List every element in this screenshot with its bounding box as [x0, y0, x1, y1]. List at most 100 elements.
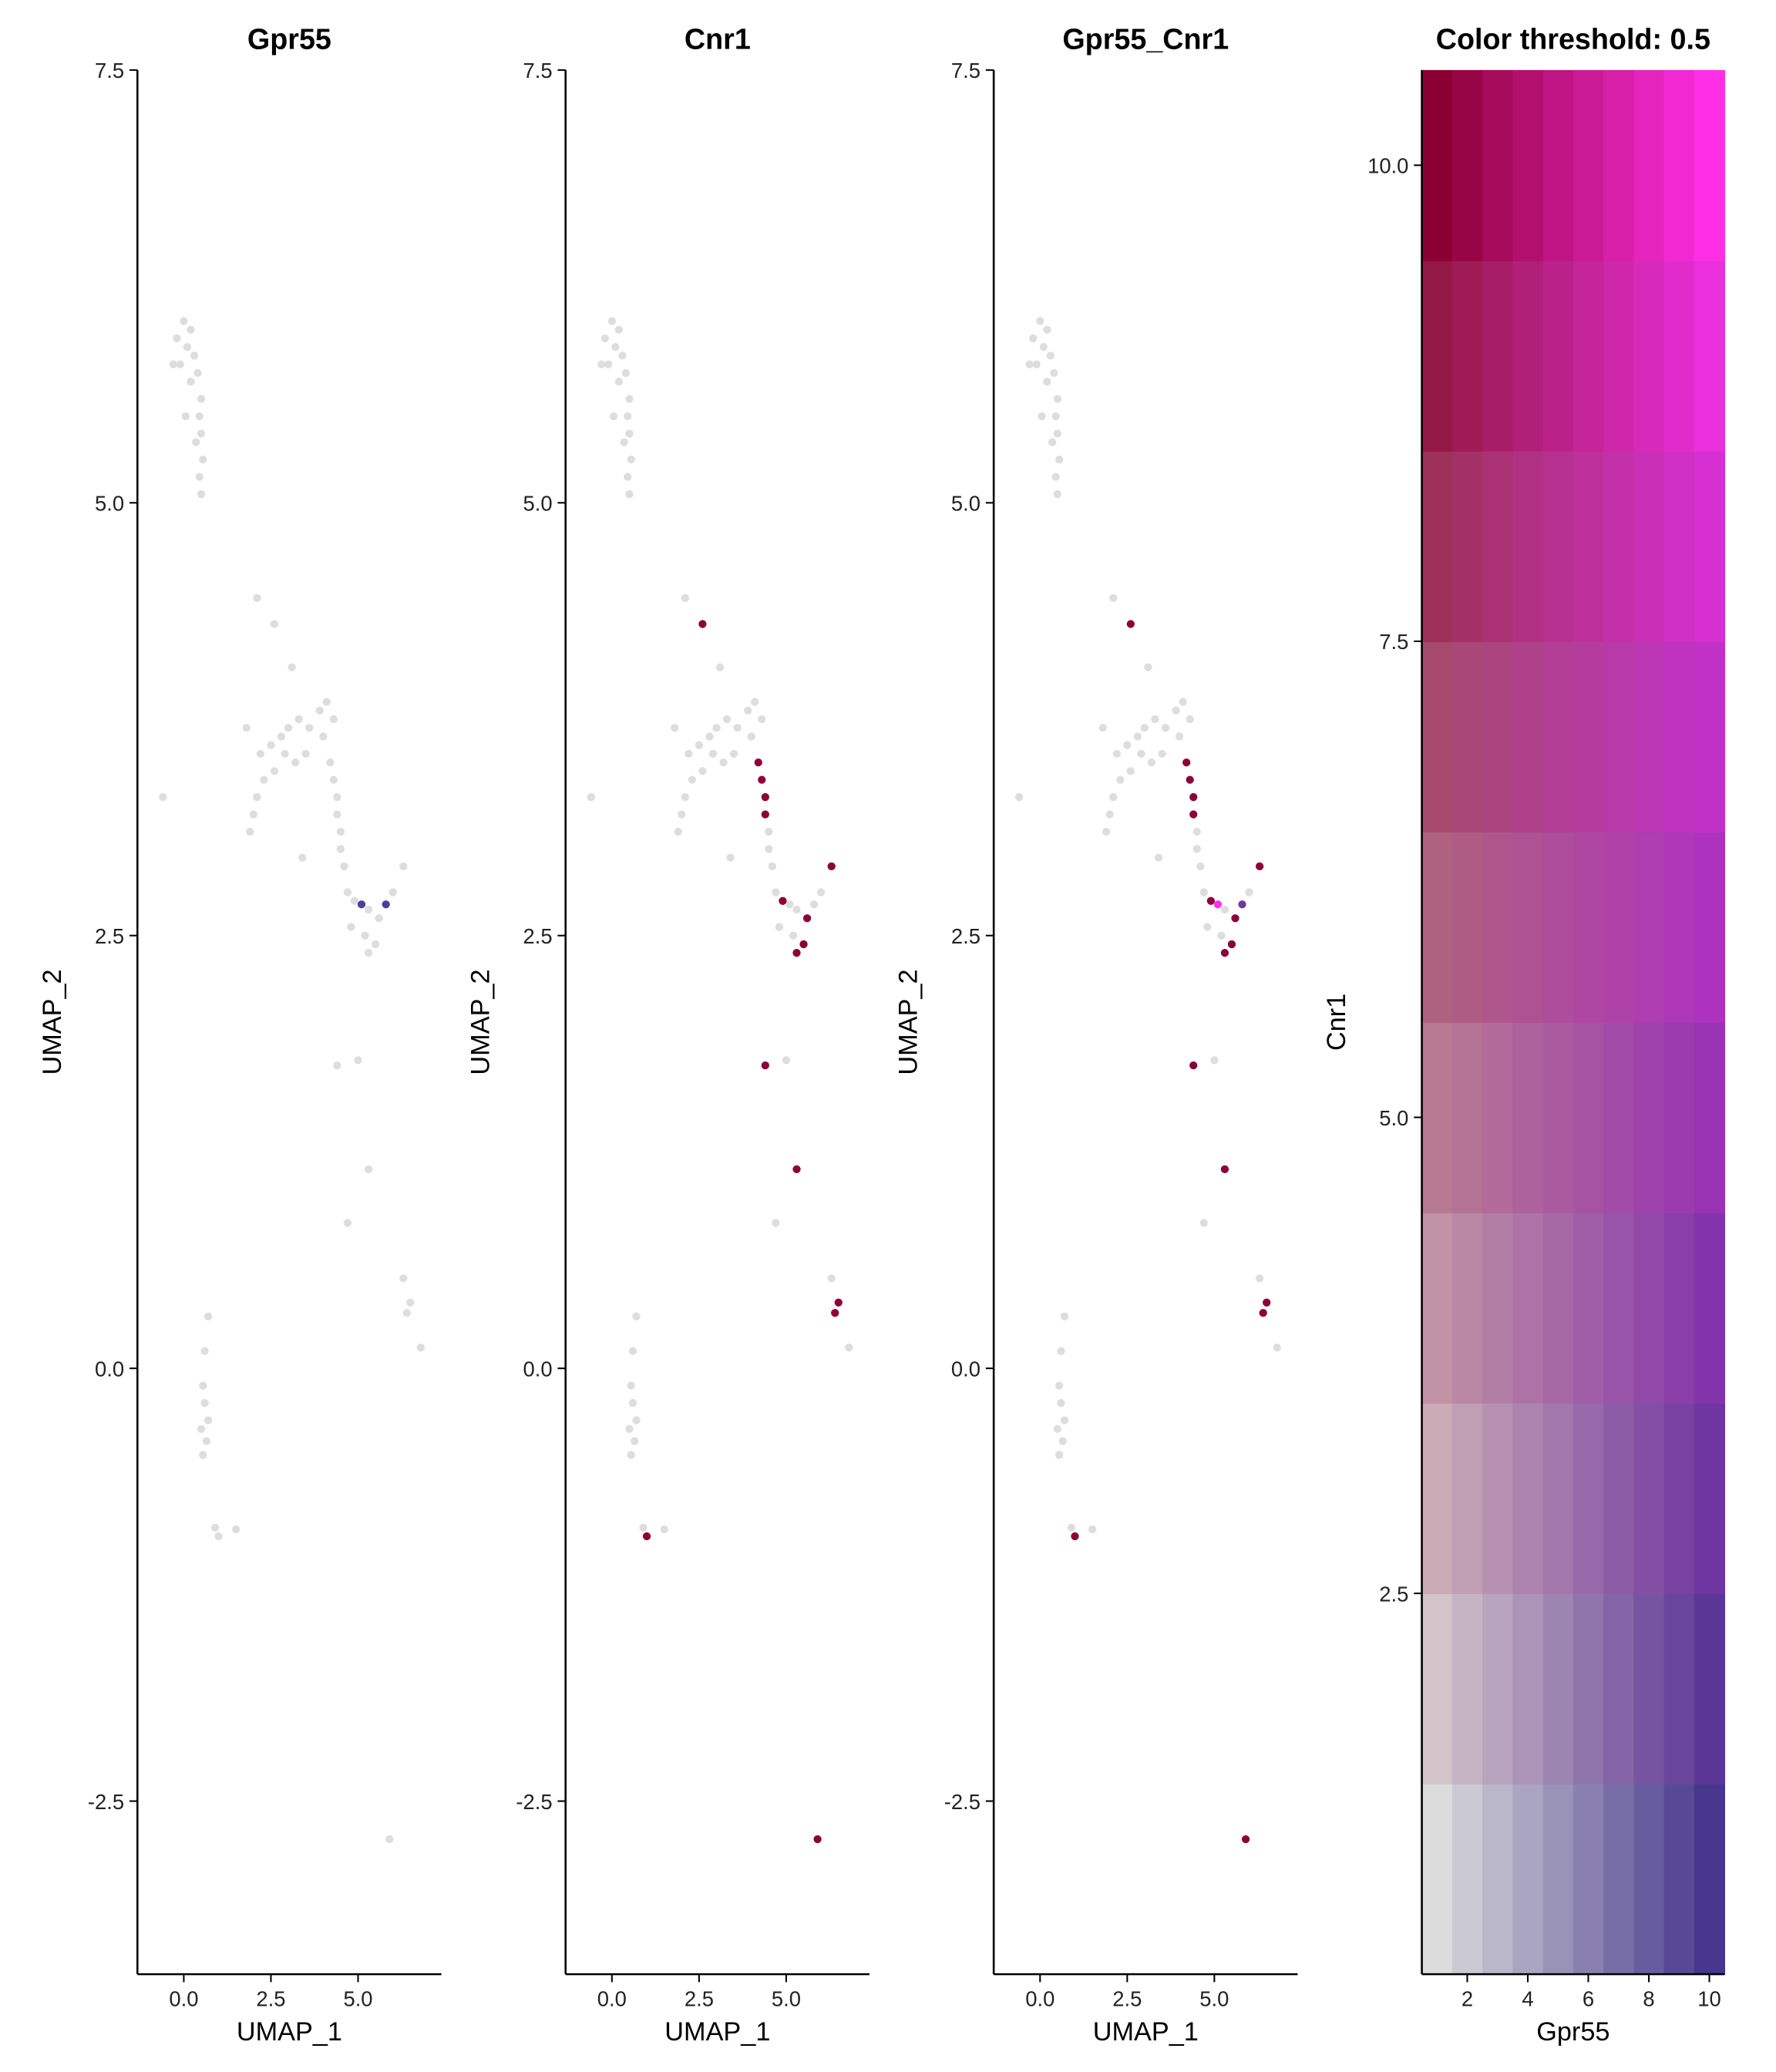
color-cell [1572, 69, 1604, 261]
point [604, 360, 613, 368]
color-cell [1542, 641, 1574, 832]
point [614, 377, 624, 386]
color-cell [1482, 1593, 1514, 1784]
point [1053, 489, 1062, 499]
point [627, 1381, 635, 1390]
color-cell [1633, 1593, 1665, 1784]
point [722, 715, 732, 724]
point [597, 360, 606, 368]
color-cell [1603, 260, 1635, 452]
point [1123, 741, 1132, 749]
point [726, 853, 735, 862]
point [789, 931, 798, 940]
color-cell [1572, 1022, 1604, 1213]
point [813, 1835, 822, 1844]
point [1238, 900, 1246, 909]
y-axis-label: UMAP_2 [894, 969, 923, 1075]
point [1189, 810, 1198, 819]
color-cell [1512, 641, 1544, 832]
point [1048, 438, 1057, 446]
point [1147, 758, 1156, 767]
point [719, 758, 728, 767]
y-axis-label: UMAP_2 [466, 969, 495, 1075]
color-cell [1633, 831, 1665, 1023]
y-tick-label: 7.5 [523, 59, 552, 82]
chart-title: Color threshold: 0.5 [1436, 22, 1710, 55]
point [371, 940, 380, 949]
point [1220, 905, 1229, 914]
point [1039, 343, 1048, 352]
color-cell [1542, 1213, 1574, 1404]
point [1032, 360, 1041, 368]
color-cell [1512, 1022, 1544, 1213]
color-cell [1451, 260, 1483, 452]
point [291, 758, 300, 767]
point [1158, 749, 1166, 758]
color-cell [1542, 1022, 1574, 1213]
point [1172, 706, 1180, 715]
x-tick-label: 2.5 [684, 1986, 714, 2010]
color-cell [1633, 1213, 1665, 1404]
y-tick-label: 5.0 [1379, 1106, 1408, 1130]
point [1038, 412, 1046, 421]
color-cell [1694, 1784, 1725, 1975]
point [1241, 1835, 1250, 1844]
point [1109, 792, 1118, 802]
point [1055, 1451, 1064, 1459]
point [354, 1056, 362, 1065]
chart-title: Cnr1 [684, 22, 751, 55]
point [1220, 949, 1229, 957]
color-cell [1421, 641, 1453, 832]
color-cell [1451, 1022, 1483, 1213]
point [197, 395, 206, 403]
point [364, 905, 373, 914]
point [406, 1298, 415, 1307]
color-cell [1694, 641, 1725, 832]
point [1057, 1347, 1065, 1355]
point [708, 749, 718, 758]
point [197, 1424, 206, 1433]
point [1036, 317, 1044, 325]
y-tick-label: 2.5 [1379, 1582, 1408, 1606]
point [1051, 412, 1060, 421]
point [204, 1416, 213, 1424]
color-cell [1663, 260, 1695, 452]
point [1245, 888, 1253, 896]
point [1105, 810, 1114, 819]
point [785, 900, 794, 909]
point [1227, 940, 1236, 949]
point [199, 1451, 207, 1459]
point [190, 352, 199, 360]
color-cell [1694, 260, 1725, 452]
point [176, 360, 185, 368]
x-tick-label: 4 [1522, 1986, 1533, 2010]
color-cell [1663, 1593, 1695, 1784]
color-cell [1421, 69, 1453, 261]
point [347, 923, 355, 931]
point [253, 792, 261, 802]
point [399, 1274, 408, 1283]
color-cell [1663, 69, 1695, 261]
color-cell [1694, 1022, 1725, 1213]
point [809, 900, 819, 909]
point [1067, 1523, 1076, 1532]
point [817, 888, 826, 896]
y-tick-label: -2.5 [88, 1790, 124, 1814]
point [1199, 1219, 1208, 1227]
point [1015, 792, 1024, 802]
point [242, 724, 251, 732]
color-cell [1603, 1403, 1635, 1594]
point [772, 888, 780, 896]
point [827, 1274, 836, 1283]
point [260, 775, 268, 784]
point [1102, 827, 1111, 836]
color-cell [1694, 1213, 1725, 1404]
point [199, 456, 207, 464]
point [695, 741, 704, 749]
point [1055, 1381, 1064, 1390]
point [831, 1309, 839, 1317]
point [1112, 749, 1121, 758]
color-cell [1694, 450, 1725, 642]
color-cell [1572, 1784, 1604, 1975]
point [625, 395, 634, 403]
